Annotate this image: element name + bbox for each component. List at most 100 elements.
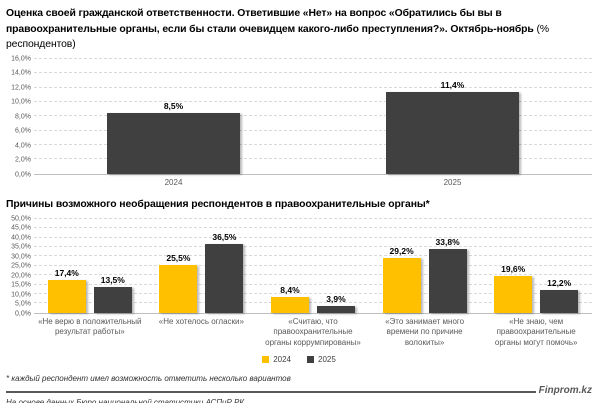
bar-value-label: 29,2%	[389, 245, 414, 256]
category-group: 11,4%	[313, 59, 592, 174]
bar-value-label: 19,6%	[501, 263, 526, 274]
bar: 29,2%	[382, 246, 421, 313]
category-group: 29,2% 33,8%	[369, 219, 481, 313]
y-tick-label: 0,0%	[15, 310, 31, 318]
y-axis: 50,0% 45,0% 40,0% 35,0% 30,0% 25,0% 20,0% 15,0%…	[6, 215, 34, 318]
footnote: * каждый респондент имел возможность отм…	[6, 374, 291, 383]
category-group: 8,4% 3,9%	[257, 219, 369, 313]
legend-item: 2024	[262, 355, 291, 364]
y-tick-label: 40,0%	[11, 234, 31, 242]
bars-row: 8,5% 11,4%	[34, 59, 592, 174]
gridline	[34, 274, 592, 276]
y-tick-label: 16,0%	[11, 55, 31, 63]
category-label: «Не знаю, чем правоохранительные органы …	[494, 316, 578, 347]
y-tick-label: 4,0%	[15, 142, 31, 150]
gridline	[34, 293, 592, 295]
category-label: 2024	[164, 177, 183, 187]
bar-value-label: 36,5%	[212, 232, 237, 243]
y-tick-label: 10,0%	[11, 98, 31, 106]
gridline	[34, 246, 592, 248]
y-tick-label: 35,0%	[11, 243, 31, 251]
bar: 33,8%	[428, 237, 467, 313]
category-label: 2025	[443, 177, 462, 187]
gridline	[34, 86, 592, 88]
bar-value-label: 8,5%	[163, 100, 184, 111]
category-group: 8,5%	[34, 59, 313, 174]
plot-area: 17,4% 13,5% 25,5% 36,5% 8,4% 3,9% 29,2% 33,8% 19…	[34, 217, 592, 314]
bar-value-label: 11,4%	[440, 79, 465, 90]
y-tick-label: 10,0%	[11, 291, 31, 299]
chart-civic-responsibility: Оценка своей гражданской ответственности…	[6, 6, 592, 188]
chart1-title-suffix: (% респондентов)	[6, 23, 550, 51]
category-group: 19,6% 12,2%	[480, 219, 592, 313]
chart1-canvas: 16,0% 14,0% 12,0% 10,0% 8,0% 6,0% 4,0% 2,0% 0,0%…	[6, 55, 592, 188]
chart1-title-main: Оценка своей гражданской ответственности…	[6, 8, 534, 35]
bar: 8,4%	[270, 285, 309, 313]
gridline	[34, 57, 592, 59]
category-label: «Не верю в положительный результат работ…	[38, 316, 142, 337]
bars-row: 17,4% 13,5% 25,5% 36,5% 8,4% 3,9% 29,2% 33,8% 19…	[34, 219, 592, 313]
y-tick-label: 14,0%	[11, 69, 31, 77]
divider-line	[6, 391, 536, 393]
y-tick-label: 2,0%	[15, 156, 31, 164]
y-tick-label: 5,0%	[15, 300, 31, 308]
plot-area: 8,5% 11,4%	[34, 57, 592, 175]
bar: 25,5%	[159, 253, 198, 313]
y-tick-label: 50,0%	[11, 215, 31, 223]
gridline	[34, 227, 592, 229]
bar-value-label: 25,5%	[166, 252, 191, 263]
chart-area: 50,0% 45,0% 40,0% 35,0% 30,0% 25,0% 20,0% 15,0%…	[6, 215, 592, 318]
chart-reasons: Причины возможного необращения респонден…	[6, 197, 592, 364]
bar: 13,5%	[93, 275, 132, 313]
y-tick-label: 45,0%	[11, 224, 31, 232]
chart2-canvas: 50,0% 45,0% 40,0% 35,0% 30,0% 25,0% 20,0% 15,0%…	[6, 215, 592, 364]
gridline	[34, 144, 592, 146]
x-axis-labels: 2024 2025	[34, 178, 592, 188]
y-tick-label: 6,0%	[15, 127, 31, 135]
chart-area: 16,0% 14,0% 12,0% 10,0% 8,0% 6,0% 4,0% 2,0% 0,0%…	[6, 55, 592, 179]
bar: 8,5%	[107, 101, 240, 174]
gridline	[34, 283, 592, 285]
y-tick-label: 0,0%	[15, 171, 31, 179]
gridline	[34, 255, 592, 257]
source-note: На основе данных Бюро национальной стати…	[6, 398, 245, 403]
y-tick-label: 15,0%	[11, 281, 31, 289]
gridline	[34, 302, 592, 304]
y-tick-label: 8,0%	[15, 113, 31, 121]
gridline	[34, 72, 592, 74]
legend: 2024 2025	[6, 355, 592, 364]
legend-swatch	[307, 356, 314, 363]
bar-value-label: 8,4%	[280, 285, 300, 296]
gridline	[34, 158, 592, 160]
bar-value-label: 12,2%	[547, 277, 572, 288]
gridline	[34, 217, 592, 219]
x-axis-labels: «Не верю в положительный результат работ…	[34, 317, 592, 348]
gridline	[34, 236, 592, 238]
legend-item: 2025	[307, 355, 336, 364]
y-tick-label: 12,0%	[11, 84, 31, 92]
bar: 3,9%	[316, 294, 355, 313]
chart1-title: Оценка своей гражданской ответственности…	[6, 6, 592, 53]
bar: 19,6%	[494, 264, 533, 313]
brand-row: Finprom.kz	[6, 385, 592, 396]
y-axis: 16,0% 14,0% 12,0% 10,0% 8,0% 6,0% 4,0% 2,0% 0,0%	[6, 55, 34, 179]
bar: 12,2%	[540, 278, 579, 313]
category-label: «Не хотелось огласки»	[158, 316, 244, 326]
bar: 36,5%	[205, 232, 244, 313]
legend-label: 2025	[318, 355, 336, 364]
y-tick-label: 20,0%	[11, 272, 31, 280]
y-tick-label: 30,0%	[11, 253, 31, 261]
gridline	[34, 129, 592, 131]
gridline	[34, 115, 592, 117]
bar-value-label: 13,5%	[100, 275, 125, 286]
bar: 17,4%	[47, 268, 86, 313]
category-label: «Считаю, что правоохранительные органы к…	[265, 316, 361, 347]
category-group: 17,4% 13,5%	[34, 219, 146, 313]
legend-swatch	[262, 356, 270, 363]
brand-logo: Finprom.kz	[538, 385, 592, 396]
y-tick-label: 25,0%	[11, 262, 31, 270]
bar: 11,4%	[386, 80, 519, 174]
category-label: «Это занимает много времени по причине в…	[385, 316, 465, 347]
category-group: 25,5% 36,5%	[146, 219, 258, 313]
